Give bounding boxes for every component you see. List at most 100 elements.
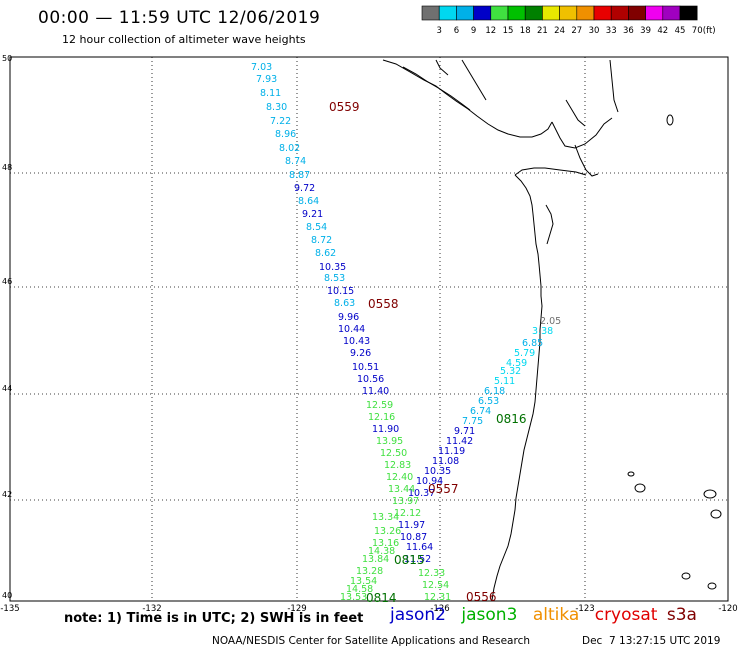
wave-height-value: 10.94 bbox=[416, 476, 443, 487]
footer-credit: NOAA/NESDIS Center for Satellite Applica… bbox=[212, 635, 530, 647]
wave-height-value: 13.26 bbox=[374, 526, 401, 537]
coast-segment bbox=[461, 59, 487, 101]
coast-segment bbox=[545, 204, 554, 245]
wave-height-value: 12.33 bbox=[418, 568, 445, 579]
wave-height-value: 10.56 bbox=[357, 374, 384, 385]
scale-label: 9 bbox=[471, 26, 476, 36]
wave-height-value: 14.58 bbox=[346, 584, 373, 595]
scale-label: 45 bbox=[675, 26, 686, 36]
wave-height-value: 8.63 bbox=[334, 298, 355, 309]
wave-height-value: 13.95 bbox=[376, 436, 403, 447]
wave-height-value: 9.71 bbox=[454, 426, 475, 437]
scale-label: 18 bbox=[520, 26, 531, 36]
wave-height-value: 13.53 bbox=[340, 592, 367, 603]
wave-height-value: 8.02 bbox=[279, 143, 300, 154]
wave-height-value: 10.51 bbox=[352, 362, 379, 373]
wave-height-value: 8.96 bbox=[275, 129, 296, 140]
wave-height-value: 10.44 bbox=[338, 324, 365, 335]
footer-date: Dec 7 13:27:15 UTC 2019 bbox=[582, 635, 721, 647]
coast-segment bbox=[435, 59, 449, 76]
coast-segment bbox=[609, 59, 619, 113]
wave-height-value: 9.96 bbox=[338, 312, 359, 323]
island bbox=[707, 582, 717, 590]
pass-time-label: 0557 bbox=[428, 482, 459, 496]
wave-height-value: 11.42 bbox=[446, 436, 473, 447]
lon-label: -135 bbox=[0, 604, 19, 614]
coastline bbox=[382, 59, 722, 601]
wave-height-value: 7.75 bbox=[462, 416, 483, 427]
wave-height-value: 7.93 bbox=[256, 74, 277, 85]
scale-label: 70 bbox=[692, 26, 703, 36]
coast-segment bbox=[382, 59, 553, 138]
lat-label: 46 bbox=[2, 277, 12, 286]
page-subtitle: 12 hour collection of altimeter wave hei… bbox=[62, 33, 306, 46]
wave-height-value: 12.16 bbox=[368, 412, 395, 423]
scale-label: 33 bbox=[606, 26, 617, 36]
lat-label: 50 bbox=[2, 54, 12, 63]
satellite-legend: jason2 jason3 altika cryosat s3a bbox=[390, 605, 707, 625]
wave-height-value: 13.54 bbox=[350, 576, 377, 587]
scale-swatch bbox=[679, 5, 698, 21]
legend-s3a: s3a bbox=[666, 605, 697, 625]
wave-height-value: 8.74 bbox=[285, 156, 306, 167]
scale-label: 36 bbox=[623, 26, 634, 36]
pass-time-label: 0558 bbox=[368, 297, 399, 311]
wave-height-value: 5.32 bbox=[500, 366, 521, 377]
scale-label: 15 bbox=[503, 26, 514, 36]
wave-height-value: 11.40 bbox=[362, 386, 389, 397]
wave-height-value: 12.40 bbox=[386, 472, 413, 483]
note-text: note: 1) Time is in UTC; 2) SWH is in fe… bbox=[64, 611, 364, 626]
coast-segment bbox=[574, 144, 599, 177]
wave-height-value: 10.35 bbox=[424, 466, 451, 477]
scale-label: 21 bbox=[537, 26, 548, 36]
coast-segment bbox=[551, 117, 613, 149]
lon-label: -126 bbox=[430, 604, 449, 614]
wave-height-value: 12.59 bbox=[366, 400, 393, 411]
wave-height-value: 8.54 bbox=[306, 222, 327, 233]
legend-cryosat: cryosat bbox=[594, 605, 658, 625]
legend-jason3: jason3 bbox=[461, 605, 518, 625]
wave-height-value: 13.16 bbox=[372, 538, 399, 549]
island bbox=[627, 471, 635, 477]
wave-height-value: 9.21 bbox=[302, 209, 323, 220]
wave-height-value: 11.19 bbox=[438, 446, 465, 457]
wave-height-value: 13.34 bbox=[372, 512, 399, 523]
coast-segment bbox=[565, 99, 586, 127]
wave-height-value: 6.18 bbox=[484, 386, 505, 397]
pass-time-label: 0556 bbox=[466, 590, 497, 604]
wave-height-value: 8.53 bbox=[324, 273, 345, 284]
wave-height-value: 8.11 bbox=[260, 88, 281, 99]
lat-label: 44 bbox=[2, 384, 12, 393]
scale-unit: (ft) bbox=[703, 26, 716, 36]
wave-height-value: 11.64 bbox=[406, 542, 433, 553]
scale-label: 3 bbox=[436, 26, 441, 36]
wave-height-value: 5.11 bbox=[494, 376, 515, 387]
pass-time-label: 0559 bbox=[329, 100, 360, 114]
island bbox=[681, 572, 691, 580]
wave-height-value: 10.35 bbox=[319, 262, 346, 273]
wave-height-value: 11.97 bbox=[398, 520, 425, 531]
lat-label: 40 bbox=[2, 591, 12, 600]
wave-height-value: 11.90 bbox=[372, 424, 399, 435]
wave-height-value: 6.53 bbox=[478, 396, 499, 407]
wave-height-value: 10.87 bbox=[400, 532, 427, 543]
wave-height-value: 13.28 bbox=[356, 566, 383, 577]
wave-height-value: 9.72 bbox=[294, 183, 315, 194]
wave-height-value: 11.08 bbox=[432, 456, 459, 467]
lon-label: -120 bbox=[718, 604, 737, 614]
wave-height-value: 8.87 bbox=[289, 170, 310, 181]
island bbox=[634, 483, 646, 493]
wave-height-value: 8.62 bbox=[315, 248, 336, 259]
scale-label: 6 bbox=[454, 26, 459, 36]
coast-segment bbox=[491, 174, 543, 601]
wave-height-value: 3.38 bbox=[532, 326, 553, 337]
wave-height-value: 13.97 bbox=[392, 496, 419, 507]
wave-height-value: 10.37 bbox=[408, 488, 435, 499]
scale-label: 12 bbox=[485, 26, 496, 36]
scale-label: 27 bbox=[571, 26, 582, 36]
wave-height-value: 7.22 bbox=[270, 116, 291, 127]
color-scale-legend: 3 6 9 12 15 18 21 24 27 30 33 36 39 42 45 70 (ft) bbox=[421, 5, 716, 36]
wave-height-value: 12.50 bbox=[380, 448, 407, 459]
wave-height-value: 12.12 bbox=[394, 508, 421, 519]
